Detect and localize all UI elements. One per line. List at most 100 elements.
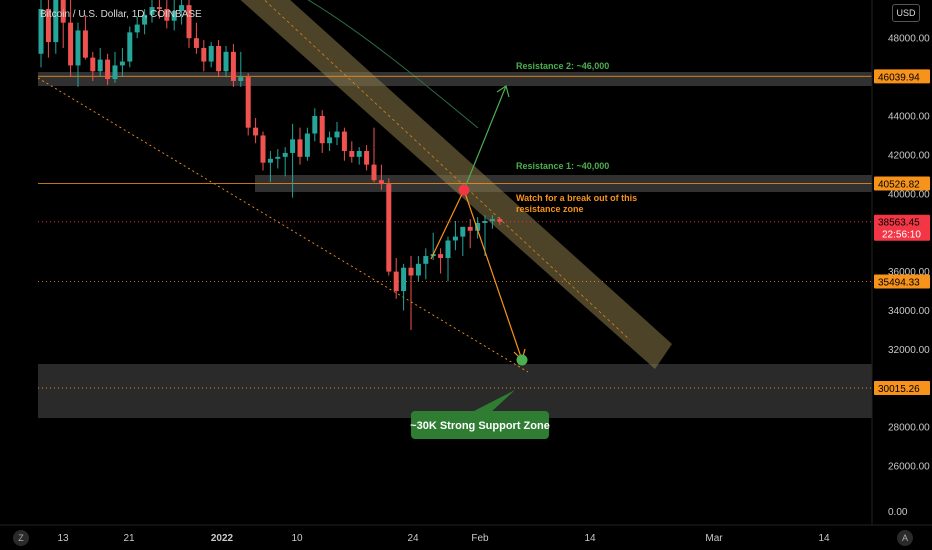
auto-scale-z-button[interactable]: Z <box>13 530 29 546</box>
candle <box>149 0 155 23</box>
candle-body <box>60 0 66 23</box>
candle <box>401 263 407 311</box>
candle-body <box>334 131 340 138</box>
candle <box>319 110 325 153</box>
candle-body <box>53 0 59 43</box>
candle <box>304 127 310 161</box>
channel-midline <box>263 0 631 341</box>
candle <box>105 53 111 85</box>
candle <box>156 0 162 19</box>
candle <box>68 0 74 78</box>
candle-body <box>356 151 362 157</box>
time-tick-label: 24 <box>407 533 419 544</box>
time-tick-label: 2022 <box>211 533 234 544</box>
candle-body <box>304 133 310 157</box>
candle-body <box>82 30 88 58</box>
candle-body <box>230 51 236 81</box>
moving-average-line <box>307 0 479 129</box>
candle-body <box>253 127 259 136</box>
candle <box>297 127 303 165</box>
price-tick-label: 44000.00 <box>888 112 930 123</box>
candle <box>245 73 251 136</box>
candle <box>364 145 370 171</box>
candle-body <box>327 137 333 144</box>
candle <box>327 131 333 152</box>
candle-body <box>371 164 377 181</box>
support-zone <box>38 364 872 418</box>
price-tick-label: 26000.00 <box>888 462 930 473</box>
candle-body <box>497 219 503 222</box>
candle <box>45 0 51 58</box>
candle-body <box>179 5 185 11</box>
currency-button[interactable]: USD <box>892 4 920 22</box>
arrow-down-to-support <box>463 189 523 361</box>
resistance-2-label: Resistance 2: ~46,000 <box>516 61 609 71</box>
candle <box>201 40 207 72</box>
price-tick-label: 32000.00 <box>888 345 930 356</box>
time-tick-label: 13 <box>57 533 69 544</box>
watch-note-line-2: resistance zone <box>516 204 584 214</box>
candle <box>356 147 362 165</box>
candle <box>290 123 296 198</box>
price-tag-value: 35494.33 <box>878 277 920 288</box>
breakout-point-marker <box>458 184 470 196</box>
price-axis[interactable] <box>872 0 932 525</box>
candle <box>164 0 170 29</box>
candle-body <box>149 7 155 15</box>
callout-pointer <box>470 390 515 413</box>
candle <box>349 141 355 163</box>
candle <box>415 256 421 282</box>
arrow-up-head <box>496 85 510 98</box>
candle-body <box>193 38 199 48</box>
candle-body <box>68 22 74 66</box>
candle <box>445 236 451 282</box>
candle-body <box>319 116 325 144</box>
candle <box>267 151 273 183</box>
volume-axis-label: 0.00 <box>888 507 908 518</box>
candle <box>386 178 392 276</box>
time-tick-label: Feb <box>471 533 489 544</box>
candle <box>112 51 118 83</box>
candle-body <box>119 61 125 66</box>
candle-body <box>312 116 318 134</box>
candle <box>82 14 88 60</box>
candle-body <box>201 47 207 62</box>
candle <box>497 217 503 225</box>
candle-body <box>238 77 244 81</box>
candle <box>475 217 481 239</box>
price-tag-value: 40526.82 <box>878 180 920 191</box>
candle-body <box>260 135 266 163</box>
candle <box>119 47 125 78</box>
price-tag <box>874 274 930 289</box>
price-tag <box>874 381 930 396</box>
candle-body <box>282 152 288 157</box>
auto-scale-a-button[interactable]: A <box>897 530 913 546</box>
candle-body <box>341 131 347 152</box>
candle-body <box>112 65 118 80</box>
price-tag <box>874 176 930 191</box>
candle <box>371 127 377 183</box>
candle-body <box>216 45 222 72</box>
candlestick-series <box>38 0 503 330</box>
candle <box>423 248 429 280</box>
time-tick-label: Mar <box>705 533 723 544</box>
price-tick-label: 40000.00 <box>888 189 930 200</box>
candle-body <box>164 9 170 21</box>
price-tick-label: 34000.00 <box>888 306 930 317</box>
candle-body <box>408 267 414 276</box>
resistance-1-label: Resistance 1: ~40,000 <box>516 161 609 171</box>
candle <box>282 147 288 177</box>
candle-body <box>489 219 495 222</box>
candle <box>408 256 414 330</box>
candle <box>186 0 192 48</box>
candle-body <box>467 226 473 231</box>
candle-body <box>208 45 214 62</box>
candle <box>253 117 259 144</box>
time-axis-ticks[interactable]: 13 21 2022 10 24 Feb 14 Mar 14 <box>57 533 830 544</box>
candle-body <box>267 158 273 163</box>
candle <box>452 221 458 251</box>
time-tick-label: 14 <box>584 533 596 544</box>
